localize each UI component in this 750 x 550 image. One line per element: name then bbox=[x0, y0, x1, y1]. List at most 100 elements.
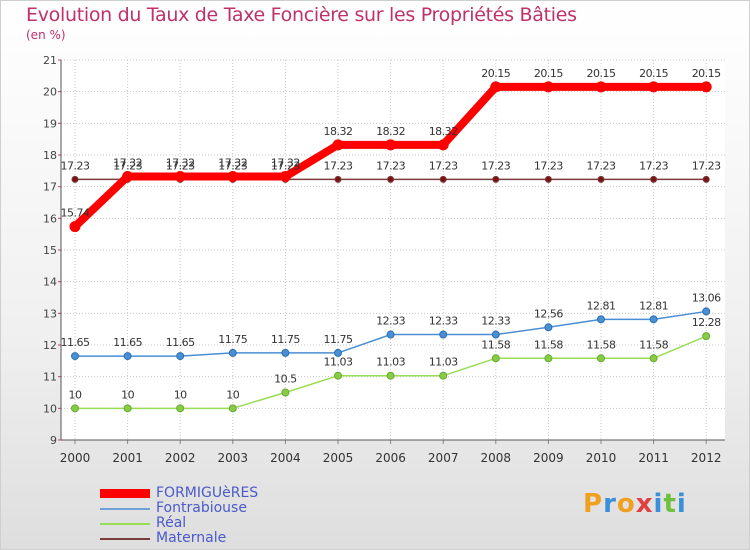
data-point-ral bbox=[281, 388, 290, 397]
y-tick-label: 13 bbox=[43, 307, 57, 320]
data-label-ral: 10 bbox=[226, 388, 239, 401]
data-label-formigures: 20.15 bbox=[692, 67, 721, 80]
x-tick-label: 2012 bbox=[691, 451, 722, 465]
data-point-maternale bbox=[334, 175, 342, 183]
data-label-formigures: 17.32 bbox=[166, 157, 195, 170]
data-label-maternale: 17.23 bbox=[481, 159, 510, 172]
data-label-maternale: 17.23 bbox=[376, 159, 405, 172]
data-label-fontrabiouse: 11.65 bbox=[166, 336, 195, 349]
data-label-ral: 11.58 bbox=[587, 338, 616, 351]
data-point-ral bbox=[228, 404, 237, 413]
data-label-ral: 11.03 bbox=[429, 356, 458, 369]
data-point-ral bbox=[649, 354, 658, 363]
y-tick-label: 20 bbox=[43, 86, 57, 99]
x-tick-label: 2008 bbox=[481, 451, 512, 465]
data-label-formigures: 17.32 bbox=[218, 157, 247, 170]
data-label-maternale: 17.23 bbox=[324, 159, 353, 172]
y-tick-label: 9 bbox=[50, 434, 57, 447]
data-point-fontrabiouse bbox=[649, 315, 658, 324]
data-point-formigures bbox=[648, 81, 660, 93]
x-tick-label: 2009 bbox=[533, 451, 564, 465]
legend-label-real: Réal bbox=[156, 515, 187, 531]
legend-swatch-maternale bbox=[100, 538, 150, 540]
data-point-formigures bbox=[437, 139, 449, 151]
data-label-ral: 10 bbox=[121, 388, 134, 401]
data-label-fontrabiouse: 11.75 bbox=[218, 333, 247, 346]
data-label-ral: 10 bbox=[174, 388, 187, 401]
y-tick-label: 17 bbox=[43, 181, 57, 194]
data-label-maternale: 17.23 bbox=[692, 159, 721, 172]
data-point-formigures bbox=[69, 221, 81, 233]
data-label-formigures: 20.15 bbox=[639, 67, 668, 80]
data-point-fontrabiouse bbox=[123, 352, 132, 361]
data-point-formigures bbox=[332, 139, 344, 151]
data-point-formigures bbox=[227, 171, 239, 183]
data-label-ral: 10 bbox=[69, 388, 82, 401]
data-point-fontrabiouse bbox=[386, 330, 395, 339]
data-point-ral bbox=[491, 354, 500, 363]
data-label-maternale: 17.23 bbox=[166, 159, 195, 172]
x-tick-label: 2002 bbox=[165, 451, 196, 465]
data-point-formigures bbox=[385, 139, 397, 151]
data-label-ral: 12.28 bbox=[692, 316, 721, 329]
data-label-fontrabiouse: 12.81 bbox=[639, 299, 668, 312]
x-tick-label: 2003 bbox=[218, 451, 249, 465]
logo-letter: x bbox=[635, 489, 654, 519]
legend-swatch-real bbox=[100, 523, 150, 525]
data-label-formigures: 15.74 bbox=[61, 207, 90, 220]
data-point-formigures bbox=[279, 171, 291, 183]
data-label-maternale: 17.23 bbox=[218, 159, 247, 172]
data-label-ral: 11.03 bbox=[376, 356, 405, 369]
data-label-formigures: 18.32 bbox=[376, 125, 405, 138]
data-point-fontrabiouse bbox=[702, 307, 711, 316]
y-tick-label: 15 bbox=[43, 244, 57, 257]
data-point-ral bbox=[386, 371, 395, 380]
y-tick-label: 16 bbox=[43, 212, 57, 225]
data-point-formigures bbox=[542, 81, 554, 93]
data-point-ral bbox=[123, 404, 132, 413]
data-label-fontrabiouse: 12.33 bbox=[429, 315, 458, 328]
data-label-formigures: 18.32 bbox=[429, 125, 458, 138]
data-point-fontrabiouse bbox=[281, 348, 290, 357]
data-point-ral bbox=[71, 404, 79, 413]
data-label-formigures: 17.32 bbox=[113, 157, 142, 170]
unit-label: (en %) bbox=[26, 28, 66, 42]
logo-letter: i bbox=[676, 489, 687, 519]
data-point-maternale bbox=[387, 175, 395, 183]
data-point-maternale bbox=[650, 175, 658, 183]
x-tick-label: 2005 bbox=[323, 451, 354, 465]
data-label-maternale: 17.23 bbox=[61, 159, 90, 172]
x-tick-label: 2001 bbox=[112, 451, 143, 465]
data-label-maternale: 17.23 bbox=[639, 159, 668, 172]
y-tick-label: 19 bbox=[43, 117, 57, 130]
legend-label-formigueres: FORMIGUèRES bbox=[156, 485, 259, 501]
data-point-fontrabiouse bbox=[71, 352, 79, 361]
y-tick-label: 10 bbox=[43, 402, 57, 415]
data-point-formigures bbox=[700, 81, 712, 93]
data-label-fontrabiouse: 12.33 bbox=[481, 315, 510, 328]
data-point-ral bbox=[176, 404, 185, 413]
data-point-fontrabiouse bbox=[491, 330, 500, 339]
data-point-fontrabiouse bbox=[597, 315, 605, 324]
x-tick-label: 2011 bbox=[638, 451, 669, 465]
y-tick-label: 14 bbox=[43, 276, 57, 289]
logo-letter: P bbox=[583, 489, 604, 519]
legend-swatch-fontrabiouse bbox=[100, 508, 150, 510]
logo-letter: t bbox=[663, 489, 677, 519]
x-tick-label: 2007 bbox=[428, 451, 459, 465]
data-label-ral: 11.03 bbox=[324, 356, 353, 369]
x-tick-label: 2004 bbox=[270, 451, 301, 465]
data-label-formigures: 20.15 bbox=[587, 67, 616, 80]
data-point-fontrabiouse bbox=[544, 323, 553, 332]
data-point-formigures bbox=[174, 171, 186, 183]
data-label-maternale: 17.23 bbox=[113, 159, 142, 172]
data-point-ral bbox=[334, 371, 342, 380]
data-label-maternale: 17.23 bbox=[587, 159, 616, 172]
data-point-fontrabiouse bbox=[439, 330, 448, 339]
chart-title: Evolution du Taux de Taxe Foncière sur l… bbox=[26, 4, 577, 26]
data-point-maternale bbox=[439, 175, 447, 183]
data-label-formigures: 18.32 bbox=[324, 125, 353, 138]
data-label-ral: 10.5 bbox=[274, 373, 297, 386]
data-point-ral bbox=[544, 354, 553, 363]
data-point-ral bbox=[597, 354, 605, 363]
